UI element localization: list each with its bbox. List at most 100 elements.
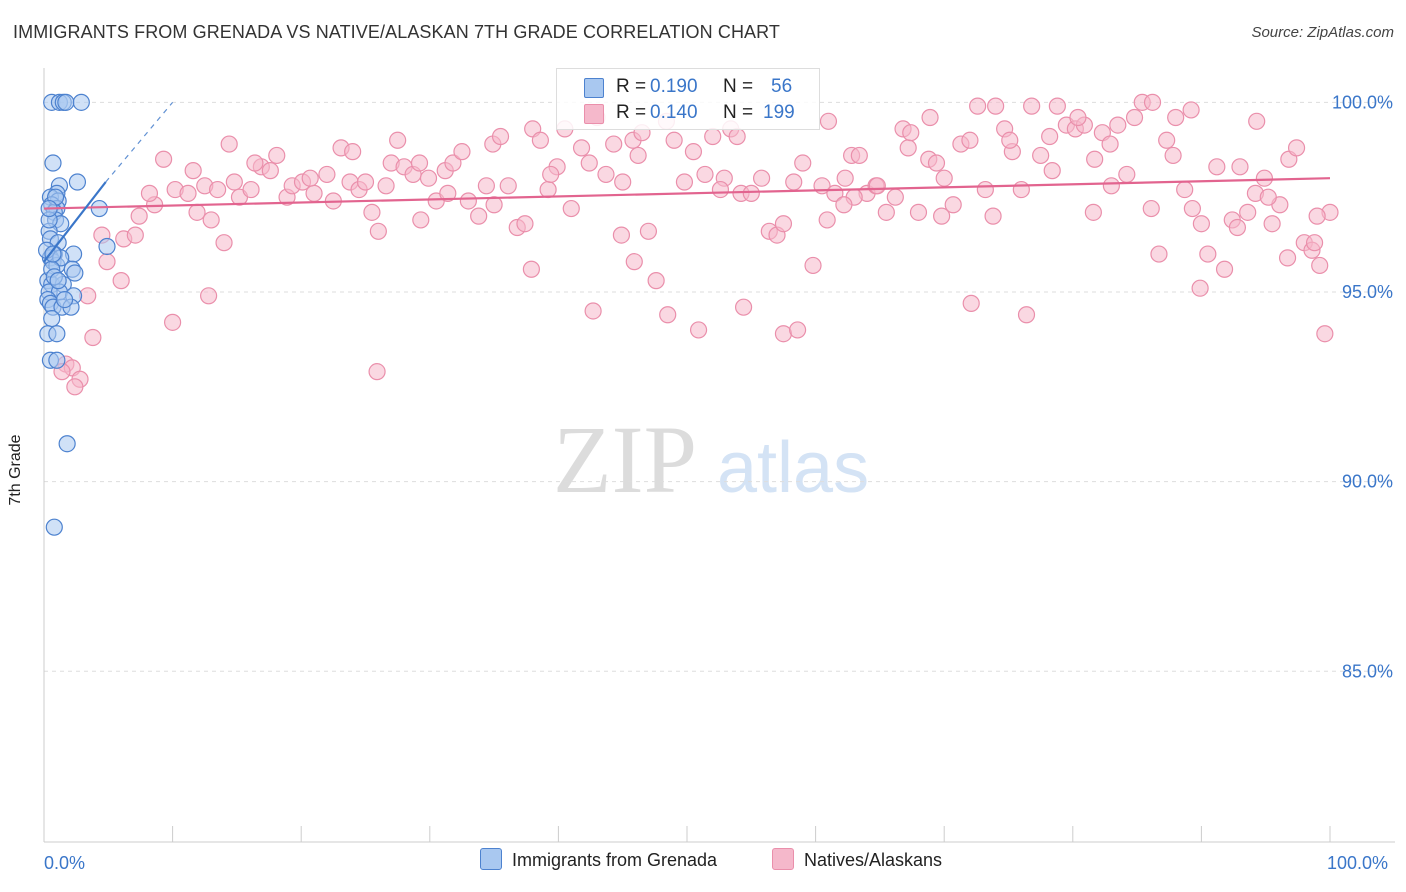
y-tick-label: 85.0% [1342,661,1393,681]
point-natives [629,146,647,165]
point-natives [689,321,708,339]
point-natives [1032,146,1050,165]
trend-line-grenada [43,181,107,263]
point-grenada [66,264,84,282]
n-value: 199 [763,102,795,123]
point-natives [491,127,510,146]
point-natives [584,302,602,320]
point-natives [356,173,375,191]
legend-item-grenada: Immigrants from Grenada [480,848,718,872]
point-natives [647,272,665,290]
point-natives [1208,158,1226,176]
point-natives [774,215,793,233]
point-natives [665,131,683,149]
point-natives [614,173,632,191]
point-natives [961,131,979,149]
point-natives [1239,203,1257,221]
point-natives [1248,112,1266,130]
point-natives [1191,279,1209,297]
point-natives [318,165,336,184]
point-natives [987,97,1005,115]
point-natives [1023,97,1041,115]
point-natives [1182,101,1200,119]
point-natives [1199,245,1217,263]
point-natives [1150,245,1168,263]
point-natives [1069,108,1087,127]
point-natives [459,192,477,210]
point-grenada [58,435,76,453]
point-grenada [48,325,66,343]
point-natives [1287,139,1306,157]
point-grenada [44,245,62,263]
point-natives [899,139,917,157]
point-natives [179,184,197,202]
point-natives [877,203,895,221]
point-natives [516,215,534,233]
point-natives [927,154,946,172]
chart-source: Source: ZipAtlas.com [1251,24,1394,41]
point-natives [659,306,677,324]
point-natives [597,165,615,184]
point-natives [774,325,793,343]
point-natives [412,211,430,229]
point-natives [126,226,144,244]
point-natives [1259,188,1277,206]
point-natives [261,162,279,180]
point-natives [98,253,116,271]
point-natives [1084,203,1102,221]
point-natives [477,177,495,195]
point-natives [1142,199,1160,218]
legend-label-grenada: Immigrants from Grenada [512,850,718,870]
point-natives [444,154,462,172]
point-natives [902,124,920,142]
legend-item-natives: Natives/Alaskans [772,848,942,872]
point-natives [886,188,904,206]
watermark-atlas: atlas [717,428,869,508]
point-natives [246,154,264,172]
point-natives [419,169,438,187]
y-tick-labels: 100.0% 95.0% 90.0% 85.0% [1332,92,1393,681]
point-natives [1255,169,1274,187]
point-natives [921,108,939,127]
point-grenada [48,351,66,369]
point-natives [976,180,994,199]
point-grenada [90,199,108,218]
point-natives [969,97,987,115]
point-natives [66,378,84,396]
chart-title: IMMIGRANTS FROM GRENADA VS NATIVE/ALASKA… [13,22,781,42]
point-natives [242,180,260,199]
point-grenada [98,237,116,256]
point-natives [962,294,980,312]
point-natives [711,180,730,199]
point-natives [1118,165,1136,184]
point-natives [1043,162,1061,180]
point-natives [572,139,591,157]
point-natives [835,196,853,214]
point-natives [215,234,233,252]
legend-swatch-natives [772,848,794,871]
point-natives [1048,97,1066,115]
point-natives [752,169,771,187]
point-grenada [57,93,75,111]
point-grenada [68,173,87,191]
point-natives [728,127,746,146]
point-natives [225,173,243,191]
point-natives [499,177,517,195]
point-grenada [44,154,62,172]
point-natives [1176,180,1194,199]
trend-lines [43,101,1331,263]
point-natives [580,154,598,172]
point-natives [788,321,807,339]
point-natives [785,173,803,191]
point-natives [1263,215,1281,233]
trend-line-grenada-extension [105,101,174,183]
legend-swatch-grenada [584,78,604,98]
watermark: ZIP atlas [553,406,869,513]
point-natives [439,184,457,202]
x-tick-label-max: 100.0% [1327,853,1389,873]
point-natives [1086,150,1104,168]
y-tick-label: 90.0% [1342,472,1393,492]
point-natives [1192,215,1211,233]
point-natives [1183,199,1201,218]
